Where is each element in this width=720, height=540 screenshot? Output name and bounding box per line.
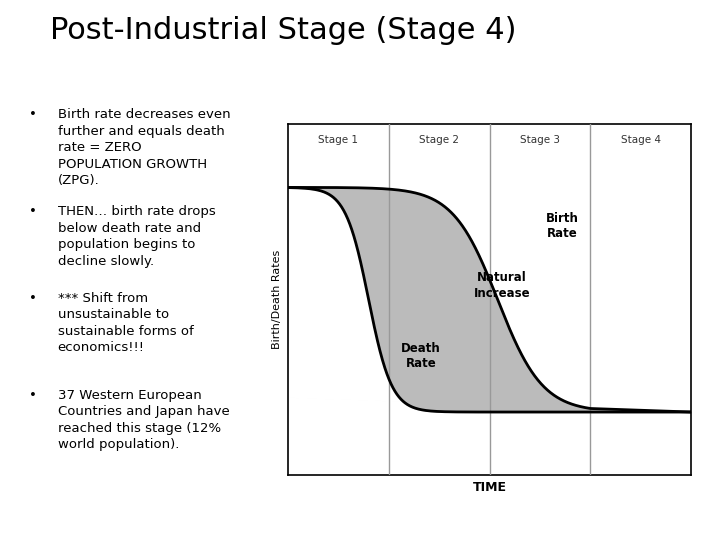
Text: THEN… birth rate drops
below death rate and
population begins to
decline slowly.: THEN… birth rate drops below death rate …: [58, 205, 215, 268]
Text: •: •: [29, 205, 37, 218]
Text: Birth rate decreases even
further and equals death
rate = ZERO
POPULATION GROWTH: Birth rate decreases even further and eq…: [58, 108, 230, 187]
Text: Stage 1: Stage 1: [318, 135, 359, 145]
Y-axis label: Birth/Death Rates: Birth/Death Rates: [272, 250, 282, 349]
Text: 37 Western European
Countries and Japan have
reached this stage (12%
world popul: 37 Western European Countries and Japan …: [58, 389, 230, 451]
Text: •: •: [29, 292, 37, 305]
Text: Birth
Rate: Birth Rate: [546, 212, 579, 240]
Text: *** Shift from
unsustainable to
sustainable forms of
economics!!!: *** Shift from unsustainable to sustaina…: [58, 292, 194, 354]
Text: Death
Rate: Death Rate: [401, 342, 441, 370]
Text: Stage 2: Stage 2: [419, 135, 459, 145]
Text: Stage 4: Stage 4: [621, 135, 661, 145]
Text: Post-Industrial Stage (Stage 4): Post-Industrial Stage (Stage 4): [50, 16, 517, 45]
Text: •: •: [29, 108, 37, 121]
Text: Stage 3: Stage 3: [520, 135, 560, 145]
Text: •: •: [29, 389, 37, 402]
X-axis label: TIME: TIME: [472, 481, 507, 494]
Text: Natural
Increase: Natural Increase: [473, 271, 530, 300]
